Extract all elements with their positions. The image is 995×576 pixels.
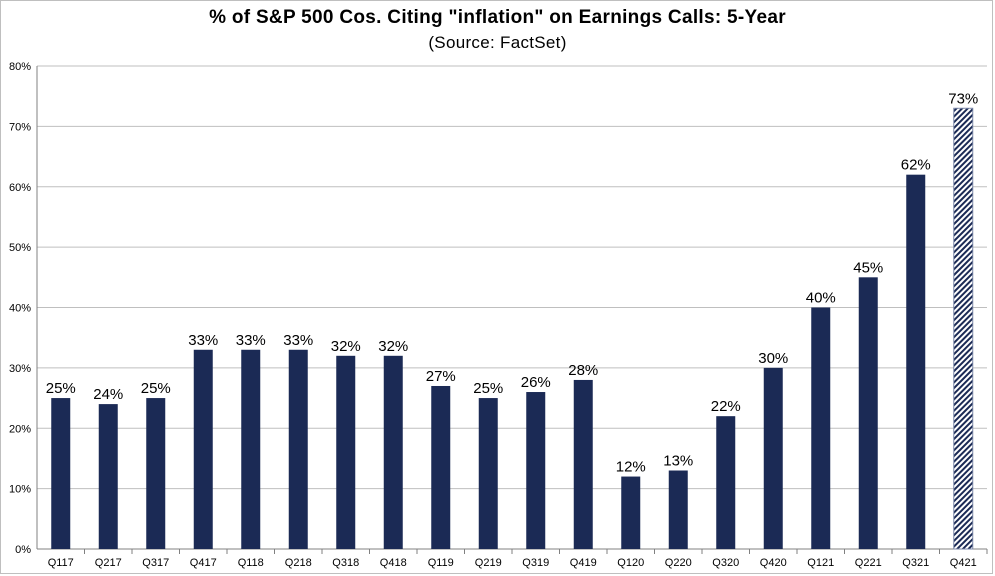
data-label-q220: 13%	[663, 453, 693, 470]
bar-q119	[431, 385, 451, 549]
x-tick-label: Q417	[190, 557, 217, 569]
y-tick-label: 30%	[9, 363, 31, 375]
data-label-q320: 22%	[711, 398, 741, 415]
x-tick-label: Q418	[380, 557, 407, 569]
bar-q421	[953, 107, 974, 550]
bar-q219	[478, 398, 498, 549]
data-label-q219: 25%	[473, 380, 503, 397]
x-tick-label: Q220	[665, 557, 692, 569]
x-tick-label: Q317	[142, 557, 169, 569]
gridlines	[37, 65, 987, 550]
data-label-q119: 27%	[426, 368, 456, 385]
x-tick-label: Q319	[522, 557, 549, 569]
bar-q221	[858, 277, 878, 549]
x-tick-label: Q121	[807, 557, 834, 569]
x-tick-label: Q117	[48, 557, 74, 569]
x-tick-label: Q420	[760, 557, 787, 569]
x-tick-label: Q217	[95, 557, 122, 569]
y-tick-label: 0%	[15, 544, 31, 556]
x-tick-label: Q118	[238, 557, 264, 569]
data-label-q318: 32%	[331, 338, 361, 355]
bar-q121	[811, 307, 831, 549]
bar-q317	[146, 398, 166, 549]
y-tick-label: 80%	[9, 61, 31, 73]
y-tick-label: 50%	[9, 242, 31, 254]
y-tick-label: 20%	[9, 423, 31, 435]
chart-subtitle: (Source: FactSet)	[428, 33, 567, 52]
data-label-q118: 33%	[236, 332, 266, 349]
data-label-q417: 33%	[188, 332, 218, 349]
bar-q118	[241, 349, 261, 549]
y-tick-label: 40%	[9, 303, 31, 315]
x-tick-label: Q421	[950, 557, 977, 569]
data-label-q421: 73%	[948, 90, 978, 107]
bar-q318	[336, 355, 356, 549]
data-label-q419: 28%	[568, 362, 598, 379]
bars: 25% 24% 25% 33% 33% 33% 32% 32% 27% 25% 26% 28% 12% 1…	[46, 90, 978, 550]
x-tick-label: Q321	[902, 557, 929, 569]
bar-q321	[906, 174, 926, 550]
data-label-q321: 62%	[901, 157, 931, 174]
bar-q117	[51, 398, 71, 549]
y-tick-label: 60%	[9, 182, 31, 194]
bar-q220	[668, 470, 688, 549]
chart-title: % of S&P 500 Cos. Citing "inflation" on …	[209, 7, 786, 28]
x-tick-label: Q221	[855, 557, 882, 569]
x-tick-label: Q219	[475, 557, 502, 569]
x-axis: Q117 Q217 Q317 Q417 Q118 Q218 Q318 Q418 Q119 Q219…	[48, 549, 988, 569]
bar-q120	[621, 476, 641, 549]
x-tick-label: Q320	[712, 557, 739, 569]
x-tick-label: Q318	[332, 557, 359, 569]
data-label-q117: 25%	[46, 380, 76, 397]
data-label-q319: 26%	[521, 374, 551, 391]
x-tick-label: Q419	[570, 557, 597, 569]
bar-q319	[526, 392, 546, 549]
y-tick-label: 70%	[9, 121, 31, 133]
y-tick-label: 10%	[9, 484, 31, 496]
x-tick-label: Q218	[285, 557, 312, 569]
bar-q320	[716, 416, 736, 549]
data-label-q217: 24%	[93, 386, 123, 403]
data-label-q121: 40%	[806, 290, 836, 307]
data-label-q418: 32%	[378, 338, 408, 355]
bar-q417	[193, 349, 213, 549]
bar-q419	[573, 379, 593, 549]
x-tick-label: Q120	[617, 557, 644, 569]
data-label-q221: 45%	[853, 259, 883, 276]
y-axis: 0% 10% 20% 30% 40% 50% 60% 70% 80%	[9, 61, 38, 556]
bar-q420	[763, 367, 783, 549]
bar-q418	[383, 355, 403, 549]
data-label-q120: 12%	[616, 459, 646, 476]
data-label-q317: 25%	[141, 380, 171, 397]
data-label-q420: 30%	[758, 350, 788, 367]
x-tick-label: Q119	[428, 557, 454, 569]
bar-q218	[288, 349, 308, 549]
bar-q217	[98, 404, 118, 549]
data-label-q218: 33%	[283, 332, 313, 349]
